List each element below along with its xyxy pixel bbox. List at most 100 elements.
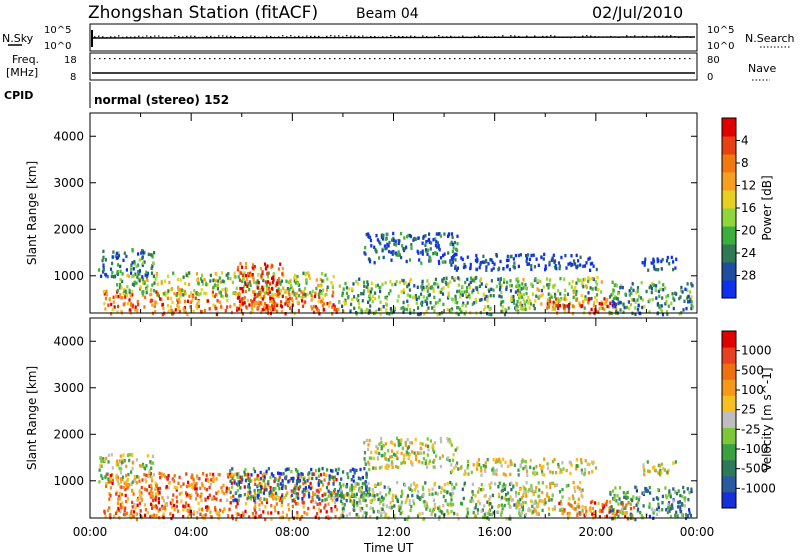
echo-cell (271, 286, 274, 291)
echo-cell (291, 499, 294, 503)
echo-cell (178, 305, 181, 309)
echo-cell (466, 466, 469, 470)
echo-cell (321, 304, 324, 308)
echo-cell (438, 298, 441, 302)
echo-cell (301, 515, 304, 519)
echo-cell (188, 294, 191, 298)
echo-cell (370, 244, 373, 248)
echo-cell (537, 279, 540, 283)
echo-cell (236, 306, 239, 310)
noise-point (550, 35, 552, 37)
noise-point (526, 35, 528, 37)
echo-cell (251, 290, 255, 294)
echo-cell (410, 504, 413, 509)
echo-cell (320, 480, 323, 484)
echo-cell (559, 499, 563, 504)
echo-cell (611, 304, 614, 308)
echo-cell (266, 308, 269, 313)
echo-cell (421, 461, 424, 465)
echo-cell (265, 471, 268, 475)
echo-cell (111, 270, 114, 275)
echo-cell (543, 252, 546, 257)
echo-cell (353, 295, 356, 299)
echo-cell (187, 515, 190, 519)
echo-cell (143, 473, 146, 477)
echo-cell (687, 294, 690, 299)
echo-cell (582, 285, 585, 289)
echo-cell (326, 277, 329, 281)
echo-cell (285, 474, 288, 479)
echo-cell (366, 282, 369, 287)
echo-cell (384, 237, 388, 241)
echo-cell (131, 274, 134, 279)
freq-point (664, 58, 666, 60)
colorbar-swatch (722, 411, 736, 429)
echo-cell (574, 489, 577, 493)
echo-cell (175, 293, 178, 297)
echo-cell (349, 488, 352, 492)
echo-cell (134, 272, 137, 276)
echo-cell (613, 495, 616, 499)
echo-cell (558, 501, 561, 506)
echo-cell (409, 279, 412, 284)
noise-trace (91, 30, 696, 47)
echo-cell (244, 265, 247, 270)
echo-cell (250, 303, 253, 307)
echo-cell (269, 307, 272, 311)
echo-cell (111, 481, 114, 485)
echo-cell (315, 476, 318, 481)
echo-cell (504, 473, 507, 477)
echo-cell (617, 514, 620, 518)
echo-cell (151, 506, 154, 510)
noise-tick-left-low: 10^0 (44, 41, 71, 52)
echo-cell (270, 494, 273, 499)
echo-cell (196, 476, 199, 480)
echo-cell (524, 286, 528, 290)
echo-cell (263, 291, 267, 296)
echo-cell (477, 490, 480, 494)
echo-cell (472, 492, 475, 496)
echo-cell (371, 493, 374, 498)
echo-cell (547, 286, 550, 290)
noise-point (110, 36, 112, 38)
echo-cell (104, 296, 108, 301)
echo-cell (528, 487, 531, 492)
echo-cell (273, 305, 276, 309)
echo-cell (408, 258, 412, 262)
echo-cell (585, 261, 588, 265)
echo-cell (447, 439, 450, 443)
echo-cell (240, 271, 243, 275)
echo-cell (135, 512, 138, 516)
colorbar-label: Power [dB] (760, 175, 774, 240)
freq-point (99, 58, 101, 60)
echo-cell (404, 500, 407, 505)
echo-cell (543, 473, 546, 477)
echo-cell (187, 480, 190, 485)
echo-cell (490, 279, 493, 283)
echo-cell (500, 295, 503, 299)
echo-cell (367, 443, 370, 447)
echo-cell (370, 310, 373, 315)
echo-cell (151, 454, 154, 458)
echo-cell (239, 475, 242, 479)
echo-cell (323, 506, 326, 510)
echo-cell (270, 472, 273, 476)
echo-cell (145, 272, 149, 277)
echo-cell (155, 274, 158, 279)
echo-cell (368, 293, 371, 298)
y-tick-label: 1000 (53, 474, 84, 488)
echo-cell (126, 273, 129, 278)
echo-cell (265, 283, 268, 287)
echo-cell (205, 282, 208, 287)
echo-cell (600, 300, 603, 304)
echo-cell (440, 510, 443, 514)
echo-cell (248, 280, 251, 284)
echo-cell (418, 295, 421, 299)
echo-cell (298, 283, 301, 287)
echo-cell (551, 307, 554, 311)
echo-cell (576, 513, 579, 517)
echo-cell (578, 301, 581, 305)
echo-cell (416, 312, 420, 316)
echo-cell (237, 275, 240, 279)
echo-cell (484, 494, 487, 498)
